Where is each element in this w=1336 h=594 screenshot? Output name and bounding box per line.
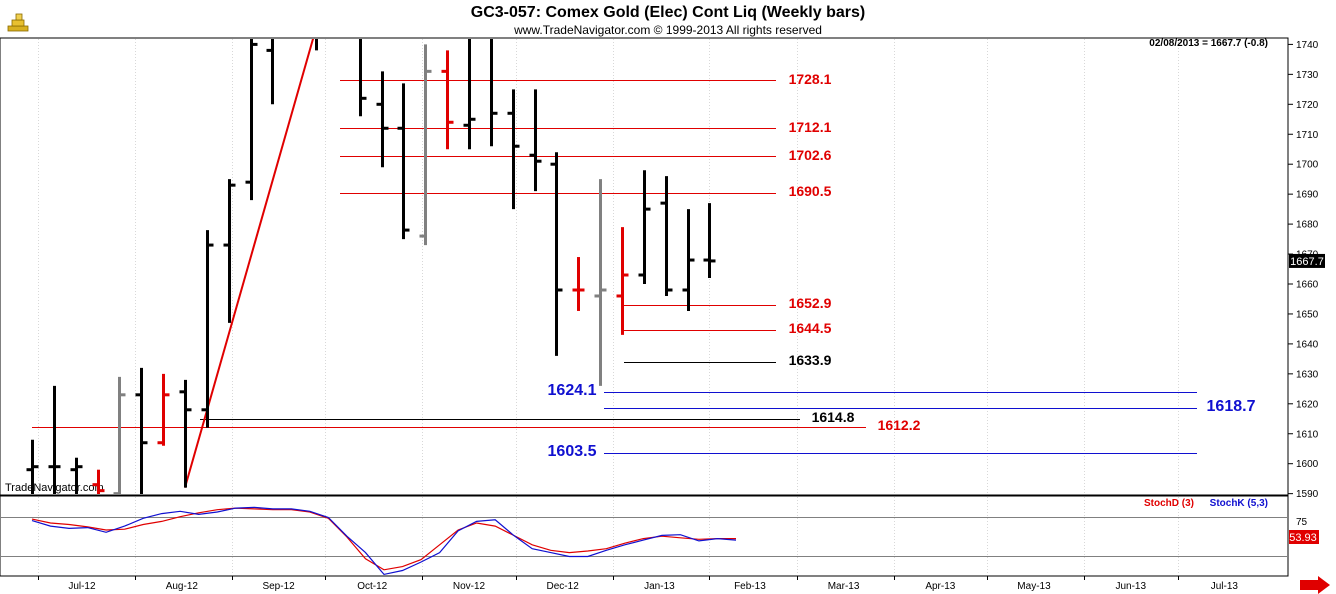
x-tick-label: Aug-12 <box>166 581 199 592</box>
stochd-line <box>31 507 736 571</box>
last-price-marker: 1667.7 <box>1289 253 1325 268</box>
ohlc-bar <box>201 230 214 428</box>
y-tick-label: 1730 <box>1296 70 1319 81</box>
stochastic-panel <box>0 495 1289 577</box>
y-tick-label: 1690 <box>1296 190 1319 201</box>
ohlc-bar <box>113 376 126 494</box>
y-tick-label: 1740 <box>1296 40 1319 51</box>
level-label: 1652.9 <box>789 295 832 311</box>
x-tick-label: Jul-12 <box>68 581 96 592</box>
ohlc-bar <box>157 373 170 446</box>
level-label: 1614.8 <box>812 409 855 425</box>
x-tick-label: Feb-13 <box>734 581 766 592</box>
time-axis: Jul-12 Aug-12 Sep-12 Oct-12 Nov-12 Dec-12 Jan-… <box>38 576 1239 592</box>
ohlc-bar <box>223 179 236 323</box>
x-tick-label: Mar-13 <box>828 581 860 592</box>
chart-title: GC3-057: Comex Gold (Elec) Cont Liq (Wee… <box>471 4 865 21</box>
y-tick-label: 1700 <box>1296 160 1319 171</box>
ohlc-bar <box>92 469 105 494</box>
ohlc-bar <box>266 39 274 105</box>
x-tick-label: Nov-12 <box>453 581 486 592</box>
ohlc-bar <box>463 39 476 150</box>
x-tick-label: Oct-12 <box>357 581 387 592</box>
stochk-line <box>31 506 737 576</box>
stochd-legend: StochD (3) <box>1144 498 1194 509</box>
x-tick-label: May-13 <box>1017 581 1051 592</box>
y-tick-label: 1630 <box>1296 369 1319 380</box>
ohlc-bar <box>594 179 607 386</box>
ohlc-bar <box>616 227 629 335</box>
price-bars <box>26 39 716 494</box>
y-tick-label: 1610 <box>1296 429 1319 440</box>
y-tick-label: 1710 <box>1296 130 1319 141</box>
ohlc-bar <box>26 439 39 494</box>
y-tick-label: 1680 <box>1296 220 1319 231</box>
last-price-label: 1667.7 <box>1290 256 1324 268</box>
level-label: 1690.5 <box>789 183 832 199</box>
copyright-text: www.TradeNavigator.com © 1999-2013 All r… <box>513 23 822 37</box>
ohlc-bar <box>507 89 520 210</box>
ohlc-bar <box>135 367 148 494</box>
level-label: 1603.5 <box>548 443 597 460</box>
level-label: 1633.9 <box>789 352 832 368</box>
ohlc-bar <box>397 83 410 240</box>
ohlc-bar <box>179 379 192 488</box>
ohlc-bar <box>638 170 651 284</box>
level-label: 1644.5 <box>789 320 832 336</box>
date-readout: 02/08/2013 = 1667.7 (-0.8) <box>1149 38 1268 49</box>
ohlc-bar <box>529 89 542 192</box>
x-tick-label: Apr-13 <box>925 581 955 592</box>
level-label: 1612.2 <box>878 417 921 433</box>
x-tick-label: Dec-12 <box>547 581 580 592</box>
level-label: 1712.1 <box>789 119 832 135</box>
x-tick-label: Jun-13 <box>1115 581 1146 592</box>
y-tick-label: 1590 <box>1296 489 1319 500</box>
ohlc-bar <box>441 50 454 150</box>
ohlc-bar <box>376 71 389 168</box>
scroll-right-arrow-icon[interactable] <box>1300 576 1330 594</box>
ohlc-bar <box>48 385 61 494</box>
x-tick-label: Sep-12 <box>262 581 295 592</box>
price-axis: 1590160016101620163016401650166016701680… <box>1288 40 1319 500</box>
app-logo-icon <box>0 0 40 38</box>
ohlc-bar <box>419 44 432 246</box>
y-tick-label: 1660 <box>1296 280 1319 291</box>
y-tick-label: 1640 <box>1296 339 1319 350</box>
stochk-legend: StochK (5,3) <box>1210 498 1268 509</box>
ohlc-bar <box>70 457 83 494</box>
level-label: 1728.1 <box>789 71 832 87</box>
y-tick-label: 1620 <box>1296 399 1319 410</box>
ohlc-bar <box>703 203 716 279</box>
level-label: 1702.6 <box>789 147 832 163</box>
stoch-tick-75: 75 <box>1296 517 1308 528</box>
level-label: 1618.7 <box>1207 398 1256 415</box>
y-tick-label: 1600 <box>1296 459 1319 470</box>
y-tick-label: 1650 <box>1296 309 1319 320</box>
ohlc-bar <box>682 209 695 311</box>
level-label: 1624.1 <box>548 382 597 399</box>
stoch-time-gridlines <box>38 497 1179 575</box>
ohlc-bar <box>660 176 673 296</box>
support-resistance-levels: 1728.1 1712.1 1702.6 1690.5 1652.9 1644.5 1633… <box>32 71 1256 460</box>
time-gridlines <box>38 39 1179 494</box>
stoch-readout: 53.93 <box>1289 532 1317 544</box>
stoch-readout-box <box>1289 530 1319 544</box>
ohlc-bar <box>359 39 367 117</box>
x-tick-label: Jul-13 <box>1211 581 1239 592</box>
x-tick-label: Jan-13 <box>644 581 675 592</box>
y-tick-label: 1720 <box>1296 100 1319 111</box>
ohlc-bar <box>245 39 258 201</box>
ohlc-bar <box>550 152 563 356</box>
ohlc-bar <box>572 257 585 311</box>
ohlc-bar <box>490 39 498 147</box>
